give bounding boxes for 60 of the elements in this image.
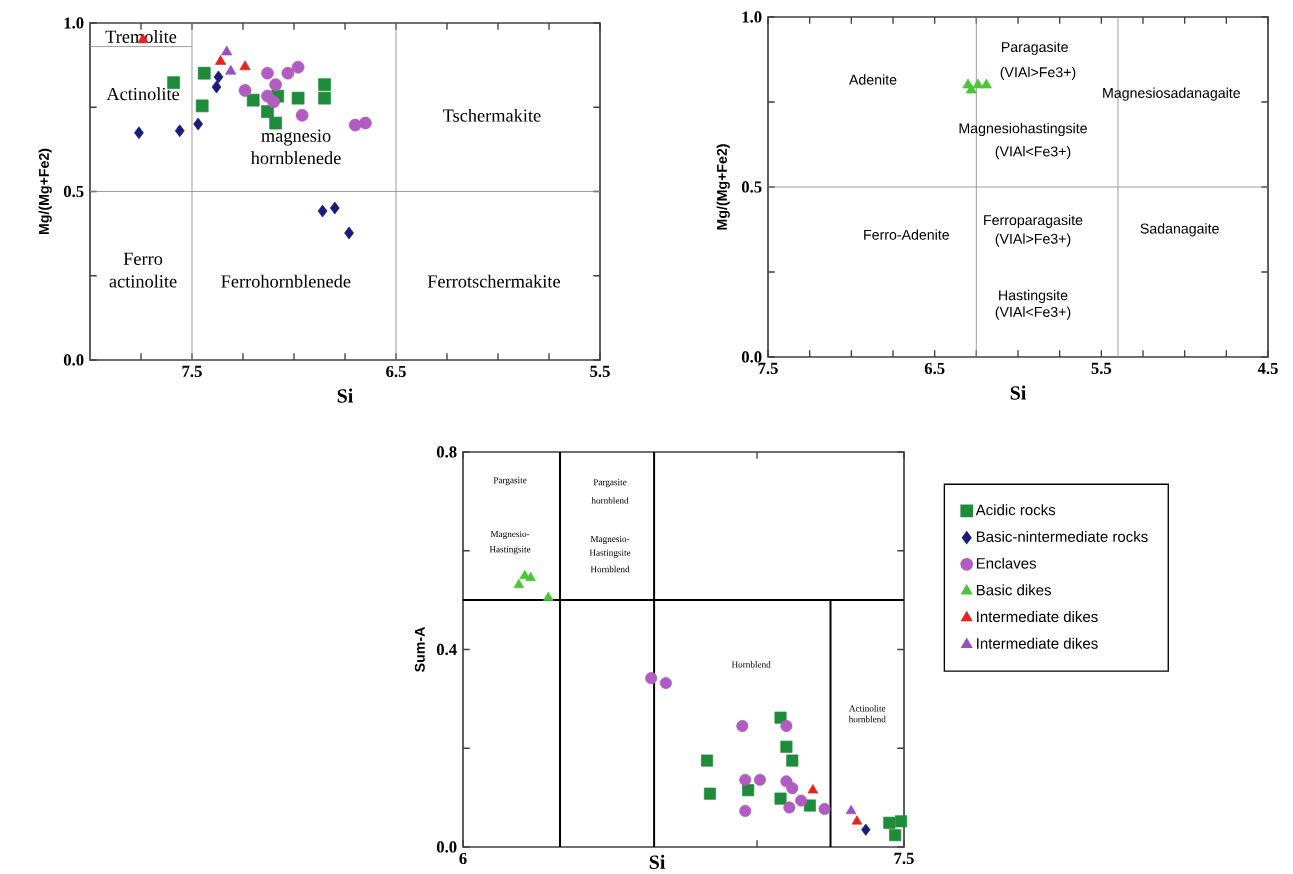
annotation: Pargasite bbox=[593, 479, 627, 488]
x-tick-label: 6.5 bbox=[924, 362, 945, 375]
annotation: Magnesiosadanagaite bbox=[1103, 87, 1240, 101]
annotation: magnesio bbox=[261, 129, 331, 146]
x-tick-label: 4.5 bbox=[1257, 362, 1278, 375]
annotation: hornblend bbox=[591, 497, 629, 504]
legend-label: Basic-nintermediate rocks bbox=[976, 530, 1148, 542]
legend-label: Basic dikes bbox=[976, 584, 1051, 596]
annotation: actinolite bbox=[109, 274, 177, 288]
annotation: (VIAl<Fe3+) bbox=[995, 146, 1071, 160]
y-tick-label: 1.0 bbox=[64, 17, 84, 29]
y-tick-label: 0.0 bbox=[63, 354, 84, 366]
annotation: Paragasite bbox=[1001, 41, 1068, 55]
legend-label: Intermediate dikes bbox=[977, 611, 1098, 623]
legend-label: Acidic rocks bbox=[975, 504, 1056, 516]
annotation: Magnesio- bbox=[490, 530, 530, 539]
annotation: Hastingsite bbox=[589, 549, 631, 558]
annotation: Sadanagaite bbox=[1140, 223, 1219, 237]
x-axis-title: Si bbox=[1010, 385, 1027, 400]
annotation: hornblenede bbox=[250, 151, 341, 165]
x-tick-label: 5.5 bbox=[1091, 362, 1112, 375]
x-tick-label: 6 bbox=[459, 852, 467, 865]
legend-label: Intermediate dikes bbox=[977, 637, 1098, 649]
annotation: Adenite bbox=[849, 74, 897, 85]
annotation: Ferrotschermakite bbox=[427, 274, 560, 288]
annotation: Hornblend bbox=[590, 565, 630, 573]
annotation: Ferro-Adenite bbox=[864, 229, 949, 240]
annotation: Hornblend bbox=[731, 661, 771, 668]
x-tick-label: 5.5 bbox=[590, 365, 610, 378]
annotation: (VIAl>Fe3+) bbox=[1000, 66, 1076, 81]
x-tick-label: 7.5 bbox=[182, 365, 202, 378]
y-axis-title: Sum-A bbox=[414, 627, 425, 672]
y-tick-label: 0.0 bbox=[436, 841, 457, 853]
y-tick-label: 0.0 bbox=[741, 351, 762, 363]
x-tick-label: 6.5 bbox=[386, 365, 406, 378]
y-axis-title: Mg/(Mg+Fe2) bbox=[38, 148, 52, 235]
x-axis-title: Si bbox=[337, 388, 354, 403]
annotation: Ferroparagasite bbox=[984, 214, 1083, 228]
annotation: Magnesio- bbox=[590, 535, 630, 544]
annotation: Magnesiohastingsite bbox=[959, 122, 1087, 137]
annotation: (VIAl>Fe3+) bbox=[995, 233, 1071, 247]
x-tick-label: 7.5 bbox=[758, 362, 778, 375]
y-tick-label: 0.4 bbox=[436, 643, 457, 656]
annotation: Ferro bbox=[123, 252, 163, 265]
y-axis-title: Mg/(Mg+Fe2) bbox=[716, 144, 730, 230]
annotation: Tschermakite bbox=[442, 108, 541, 122]
y-tick-label: 0.8 bbox=[436, 446, 457, 458]
x-tick-label: 7.5 bbox=[894, 852, 914, 865]
annotation: Hastingsite bbox=[489, 546, 531, 555]
y-tick-label: 0.5 bbox=[741, 181, 762, 193]
y-tick-label: 1.0 bbox=[742, 11, 762, 23]
annotation: Actinolite bbox=[106, 87, 180, 101]
annotation: Pargasite bbox=[493, 477, 527, 486]
annotation: Ferrohornblenede bbox=[221, 274, 351, 288]
x-axis-title: Si bbox=[649, 854, 666, 869]
annotation: Actinolite hornblend bbox=[848, 705, 886, 723]
annotation: Hastingsite bbox=[999, 289, 1068, 304]
legend-label: Enclaves bbox=[976, 557, 1037, 569]
y-tick-label: 0.5 bbox=[63, 185, 84, 198]
annotation: (VIAl<Fe3+) bbox=[995, 306, 1071, 320]
